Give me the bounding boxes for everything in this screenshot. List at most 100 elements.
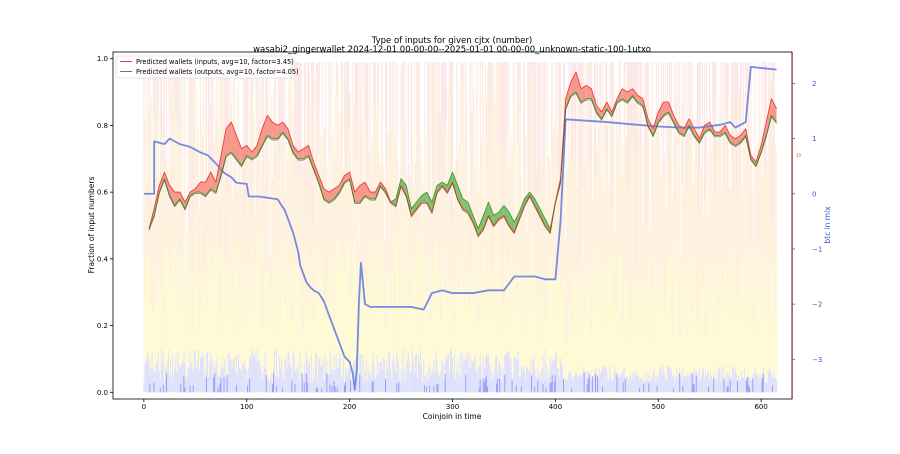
bg-bar-pink	[767, 62, 769, 102]
bg-bar-blue	[672, 376, 674, 393]
bg-bar-pink	[571, 62, 573, 159]
bg-bar-blue	[459, 355, 461, 393]
fill-segment-outputs	[457, 185, 463, 209]
bg-bar-yellow	[392, 267, 394, 360]
bg-bar-yellow	[395, 248, 397, 373]
bg-bar-blue	[650, 379, 652, 393]
bg-bar-yellow	[655, 297, 657, 376]
bg-bar-blue	[683, 377, 685, 393]
bg-bar-orange	[243, 215, 245, 314]
bg-bar-orange	[622, 165, 624, 320]
bg-bar-orange	[729, 189, 731, 273]
bg-bar-orange	[625, 136, 627, 303]
bg-bar-blue	[384, 360, 386, 393]
bg-bar-blue	[579, 375, 581, 393]
bg-bar-orange	[710, 95, 712, 276]
bg-bar-yellow	[621, 336, 623, 373]
bg-bar-yellow	[545, 318, 547, 364]
bg-bar-yellow	[707, 284, 709, 372]
bg-bar-spike	[594, 374, 596, 393]
bg-bar-orange	[499, 62, 501, 243]
bg-bar-yellow	[644, 275, 646, 382]
bg-bar-yellow	[447, 303, 449, 355]
bg-bar-pink	[311, 62, 313, 99]
bg-bar-blue	[218, 373, 220, 393]
bg-bar-pink	[357, 62, 359, 164]
bg-bar-orange	[508, 62, 510, 264]
bg-bar-yellow	[649, 310, 651, 376]
bg-bar-yellow	[241, 313, 243, 373]
bg-bar-yellow	[268, 265, 270, 382]
bg-bar-blue	[639, 380, 641, 393]
bg-bar-orange	[300, 182, 302, 296]
bg-bar-pink	[431, 62, 433, 115]
bg-bar-pink	[542, 62, 544, 158]
bg-bar-pink	[317, 62, 319, 122]
bg-bar-yellow	[289, 265, 291, 364]
bg-bar-orange	[545, 203, 547, 319]
bg-bar-yellow	[728, 278, 730, 373]
bg-bar-blue	[187, 367, 189, 393]
bg-bar-yellow	[194, 236, 196, 351]
bg-bar-blue	[424, 376, 426, 393]
bg-bar-blue	[440, 371, 442, 393]
bg-bar-yellow	[575, 275, 577, 373]
bg-bar-blue	[164, 365, 166, 393]
bg-bar-yellow	[341, 258, 343, 378]
bg-bar-pink	[564, 62, 566, 142]
bg-bar-pink	[307, 62, 309, 218]
bg-bar-orange	[581, 171, 583, 316]
bg-bar-blue	[505, 356, 507, 393]
bg-bar-pink	[279, 62, 281, 180]
bg-bar-blue	[409, 372, 411, 393]
bg-bar-blue	[296, 368, 298, 393]
bg-bar-orange	[693, 164, 695, 239]
bg-bar-orange	[185, 268, 187, 337]
bg-bar-orange	[649, 231, 651, 311]
bg-bar-blue	[211, 357, 213, 393]
bg-bar-spike	[396, 383, 398, 393]
bg-bar-pink	[741, 62, 743, 125]
bg-bar-blue	[227, 353, 229, 393]
bg-bar-blue	[482, 357, 484, 393]
bg-bar-yellow	[165, 246, 168, 370]
bg-bar-yellow	[195, 285, 197, 369]
bg-bar-yellow	[678, 329, 680, 374]
bg-bar-pink	[278, 62, 280, 154]
bg-bar-yellow	[212, 283, 214, 375]
bg-bar-blue	[670, 368, 672, 393]
bg-bar-blue	[509, 361, 511, 393]
bg-bar-orange	[445, 116, 447, 293]
bg-bar-blue	[486, 356, 488, 393]
bg-bar-blue	[287, 353, 289, 393]
bg-bar-orange	[501, 254, 503, 333]
bg-bar-yellow	[533, 314, 535, 356]
bg-bar-yellow	[276, 271, 278, 350]
bg-bar-pink	[157, 62, 159, 105]
bg-bar-pink	[165, 62, 168, 163]
fill-segment-inputs	[231, 122, 237, 159]
bg-bar-blue	[706, 376, 708, 393]
bg-bar-blue	[200, 355, 202, 393]
bg-bar-yellow	[243, 313, 245, 364]
bg-bar-spike	[682, 385, 684, 393]
bg-bar-spike	[762, 373, 764, 393]
bg-bar-spike	[563, 379, 564, 393]
bg-bar-orange	[187, 104, 189, 235]
bg-bar-orange	[694, 136, 696, 269]
bg-bar-blue	[253, 356, 255, 393]
bg-bar-orange	[532, 62, 534, 229]
bg-bar-orange	[303, 159, 305, 236]
bg-bar-orange	[174, 96, 176, 247]
bg-bar-blue	[373, 367, 375, 393]
bg-bar-pink	[444, 62, 446, 133]
bg-bar-orange	[213, 143, 215, 247]
bg-bar-yellow	[586, 282, 588, 373]
bg-bar-blue	[256, 349, 258, 393]
bg-bar-blue	[549, 357, 551, 393]
bg-bar-orange	[333, 155, 335, 315]
bg-bar-orange	[657, 159, 659, 291]
bg-bar-yellow	[190, 311, 192, 363]
bg-bar-orange	[737, 72, 740, 266]
bg-bar-spike	[235, 385, 237, 393]
